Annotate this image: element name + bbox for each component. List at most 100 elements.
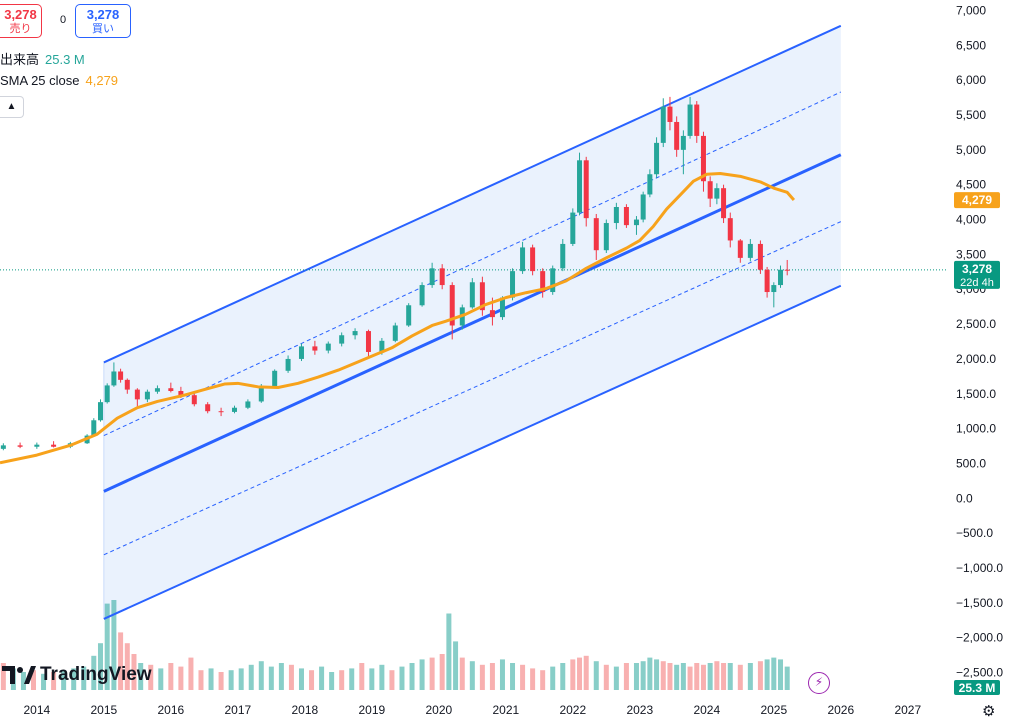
y-tick-label: −1,500.0 [956,596,1003,610]
volume-bar [158,668,164,690]
candle-body [603,223,609,251]
volume-bar [540,670,546,690]
volume-legend[interactable]: 出来高 25.3 M [0,49,85,68]
volume-bar [268,666,274,690]
time-axis[interactable]: 2014 2015 2016 2017 2018 2019 2020 2021 2022 2023… [23,703,921,717]
candle-body [747,243,753,258]
candle-body [757,243,763,270]
volume-bar [288,664,294,690]
volume-bar [409,663,415,690]
candle-body [231,407,237,412]
volume-bar [784,666,790,690]
volume-bar [714,661,720,690]
volume-bar [647,657,653,690]
volume-bar [319,666,325,690]
x-tick-label: 2018 [291,703,318,717]
y-tick-label: 2,000.0 [956,352,996,366]
candles-layer [0,96,790,451]
tradingview-logo[interactable]: TradingView [2,662,152,688]
channel-lower-line [103,284,842,620]
sma-legend[interactable]: SMA 25 close 4,279 [0,73,118,88]
volume-bar [61,670,67,690]
y-tick-label: 2,500.0 [956,317,996,331]
lightning-icon[interactable]: ⚡ [808,672,830,694]
x-tick-label: 2015 [90,703,117,717]
volume-bar [118,632,124,690]
volume-bar [583,655,589,690]
candle-body [392,325,398,341]
volume-bar [707,663,713,690]
volume-bar [603,664,609,690]
parallel-channel-layer[interactable] [103,24,842,620]
candle-body [469,282,475,308]
volume-bar [198,670,204,690]
volume-bar [654,659,660,690]
candle-body [312,346,318,351]
candle-body [419,285,425,306]
volume-bar [674,664,680,690]
candle-body [17,445,23,447]
y-tick-label: 6,000 [956,73,986,87]
volume-bar [218,672,224,690]
tradingview-logo-text: TradingView [40,664,152,685]
candle-body [593,218,599,251]
candle-body [530,247,536,272]
volume-bar [124,643,130,690]
candle-body [258,386,264,402]
candle-body [778,269,784,286]
candle-body [540,271,546,293]
candle-body [784,269,790,271]
volume-bar [81,666,87,690]
spread-value: 0 [60,14,67,26]
volume-bar [399,666,405,690]
candle-body [154,388,160,392]
volume-bar [51,672,57,690]
volume-bar [369,668,375,690]
price-axis[interactable]: 7,000 6,500 6,000 5,500 5,000 4,500 4,000 3,500… [956,3,1003,679]
chevron-up-icon[interactable]: ▲ [0,96,24,118]
x-tick-label: 2025 [760,703,787,717]
gear-icon[interactable]: ⚙ [982,703,996,720]
sma-line [0,172,796,465]
candle-body [91,420,97,436]
volume-bar [379,664,385,690]
candle-body [298,346,304,359]
volume-bar [747,663,753,690]
candle-body [633,219,639,226]
x-tick-label: 2019 [358,703,385,717]
buy-button[interactable]: 3,278 買い [75,4,131,38]
x-tick-label: 2024 [693,703,720,717]
y-tick-label: 4,500 [956,178,986,192]
y-tick-label: 0.0 [956,491,973,505]
y-tick-label: 3,500 [956,247,986,261]
candle-body [680,135,686,150]
volume-badge [954,680,1000,695]
volume-bar [479,664,485,690]
candle-body [111,371,117,386]
volume-bar [764,659,770,690]
y-tick-label: 5,000 [956,143,986,157]
candle-body [660,106,666,143]
candle-body [406,305,412,326]
candle-body [510,271,516,298]
candle-body [570,212,576,244]
volume-bar [339,670,345,690]
volume-bar [687,666,693,690]
y-tick-label: 5,500 [956,108,986,122]
volume-bar [298,668,304,690]
candle-body [577,160,583,213]
candle-body [721,188,727,219]
sell-button[interactable]: 3,278 売り [0,4,42,38]
candle-body [325,343,331,351]
candle-body [479,282,485,311]
candle-body [499,297,505,318]
candle-body [764,269,770,293]
volume-legend-label: 出来高 [0,52,40,67]
candle-body [560,243,566,269]
volume-bar [248,664,254,690]
volume-bar [459,657,465,690]
candle-body [245,401,251,408]
candle-body [694,104,700,136]
